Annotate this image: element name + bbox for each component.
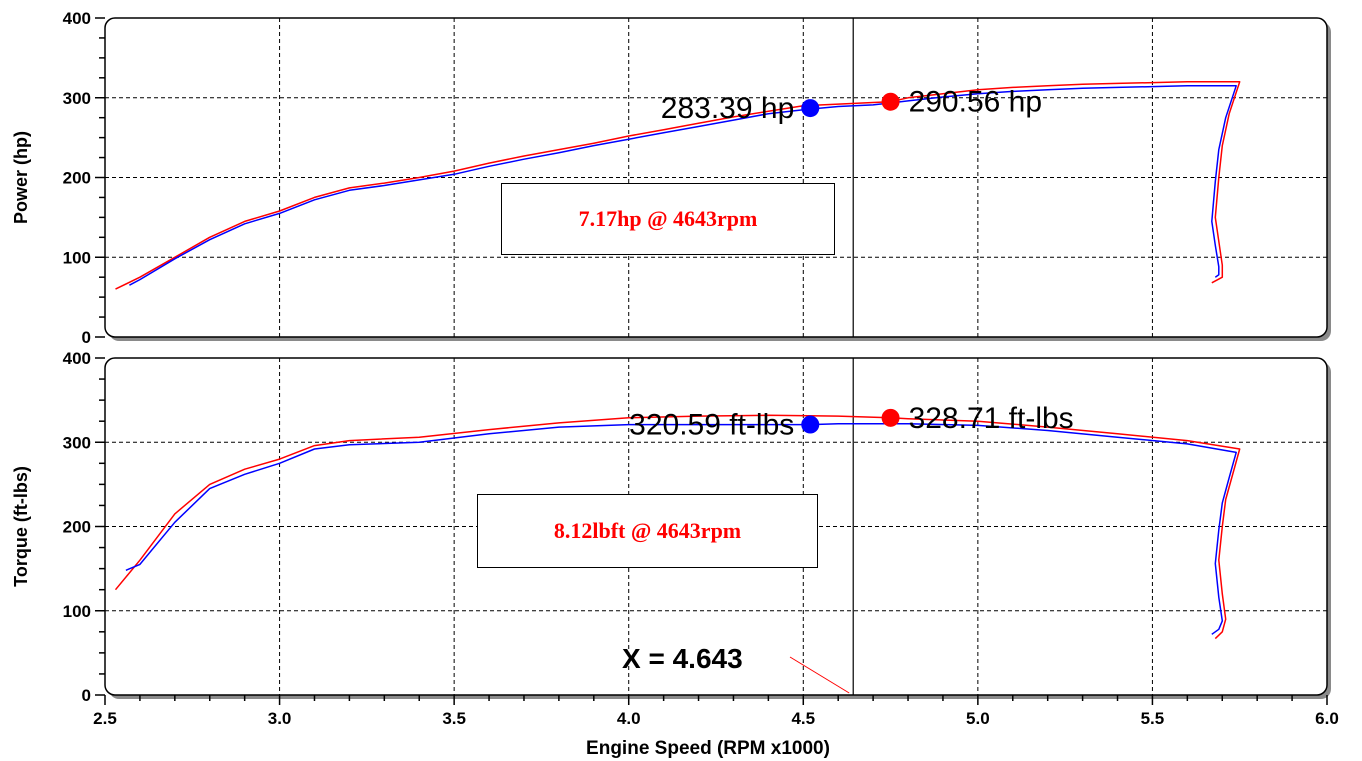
torque-y-tick-label: 300 <box>63 433 91 452</box>
power-series-red-line <box>115 81 1241 290</box>
x-tick-label: 2.5 <box>93 709 117 728</box>
power-y-tick-label: 300 <box>63 89 91 108</box>
torque-y-tick-label: 100 <box>63 602 91 621</box>
cursor-readout-label: X = 4.643 <box>622 643 743 674</box>
x-tick-label: 4.0 <box>617 709 641 728</box>
power-series-blue-line <box>129 85 1237 286</box>
torque-y-tick-label: 400 <box>63 349 91 368</box>
torque-y-axis-label: Torque (ft-lbs) <box>11 466 31 587</box>
power-marker-blue <box>801 99 820 118</box>
x-tick-label: 3.0 <box>268 709 292 728</box>
torque-marker-red <box>881 408 900 427</box>
power-y-tick-label: 100 <box>63 248 91 267</box>
power-y-tick-label: 400 <box>63 9 91 28</box>
x-tick-label: 5.5 <box>1141 709 1165 728</box>
power-marker-label: 290.56 hp <box>909 86 1042 119</box>
torque-y-tick-label: 200 <box>63 518 91 537</box>
power-marker-red <box>881 92 900 111</box>
cursor-readout-leader <box>789 656 850 694</box>
power-y-axis-label: Power (hp) <box>11 131 31 224</box>
x-axis-label: Engine Speed (RPM x1000) <box>586 738 830 759</box>
torque-marker-blue <box>801 415 820 434</box>
torque-y-tick-label: 0 <box>82 686 91 705</box>
power-y-tick-label: 200 <box>63 169 91 188</box>
x-tick-label: 6.0 <box>1315 709 1339 728</box>
torque-series-red-line <box>114 414 1241 640</box>
x-tick-label: 4.5 <box>791 709 815 728</box>
x-tick-label: 3.5 <box>442 709 466 728</box>
power-annotation-box: 7.17hp @ 4643rpm <box>501 183 835 255</box>
torque-series-blue-line <box>125 422 1237 635</box>
x-tick-label: 5.0 <box>966 709 990 728</box>
power-marker-label: 283.39 hp <box>661 92 794 125</box>
power-y-tick-label: 0 <box>82 328 91 347</box>
torque-marker-label: 328.71 ft-lbs <box>909 402 1074 435</box>
torque-annotation-box: 8.12lbft @ 4643rpm <box>477 494 818 568</box>
torque-marker-label: 320.59 ft-lbs <box>629 409 794 442</box>
